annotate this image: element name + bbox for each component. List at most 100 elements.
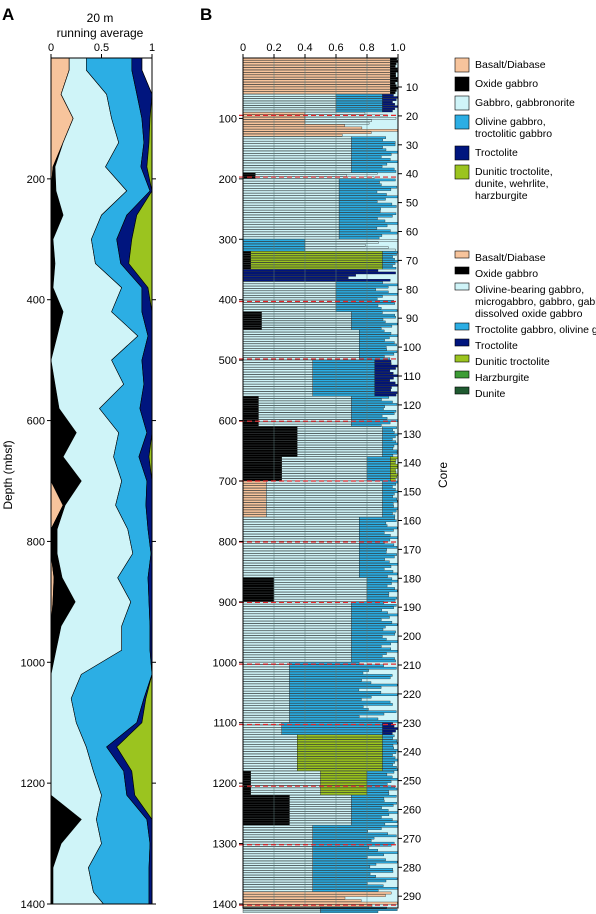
panel-b-bar-segment [242, 604, 352, 607]
panel-b-bar-segment [242, 703, 290, 706]
panel-b-bar-segment [242, 262, 251, 265]
legend-label: Gabbro, gabbronorite [475, 97, 575, 109]
panel-b-x-tick-label: 0.8 [359, 42, 374, 54]
legend-swatch-basalt [454, 57, 470, 73]
panel-b-bar-segment [366, 461, 391, 464]
panel-b-bar-segment [242, 587, 275, 590]
panel-b-bar-segment [242, 589, 275, 593]
panel-b-bar-segment [351, 623, 398, 626]
panel-b-bar-segment [242, 717, 290, 721]
panel-b-bar-segment [242, 251, 251, 254]
panel-b-bar-segment [242, 62, 391, 66]
panel-b-bar-segment [242, 327, 262, 330]
panel-b-bar-segment [242, 724, 282, 728]
panel-b-bar-segment [242, 526, 360, 530]
panel-b-bar-segment [242, 698, 290, 701]
panel-b-bar-segment [242, 650, 352, 653]
panel-b-bar-segment [273, 579, 368, 583]
panel-b-bar-segment [297, 447, 383, 450]
panel-b-bar-segment [297, 766, 383, 769]
panel-b-bar-segment [351, 424, 382, 427]
panel-b-bar-segment [289, 681, 372, 684]
panel-b-bar-segment [312, 388, 375, 392]
panel-b-core-tick-label: 10 [406, 82, 418, 94]
panel-b-bar-segment [335, 281, 383, 284]
panel-b-bar-segment [242, 720, 290, 723]
panel-b-bar-segment [312, 853, 384, 857]
panel-b-bar-segment [382, 428, 393, 432]
panel-b-bar-segment [242, 133, 343, 137]
panel-b-bar-segment [335, 105, 383, 108]
panel-b-bar-segment [281, 468, 368, 472]
panel-b-bar-segment [359, 560, 390, 564]
panel-b-bar-segment [242, 666, 290, 670]
panel-b-bar-segment [382, 264, 393, 268]
panel-b-bar-segment [242, 669, 290, 672]
panel-b-bar-segment [351, 650, 398, 653]
panel-b-bar-segment [242, 875, 313, 878]
panel-b-bar-segment [242, 555, 360, 559]
panel-b-bar-segment [242, 459, 282, 462]
panel-b-bar-segment [266, 505, 383, 508]
panel-b-bar-segment [242, 538, 360, 542]
panel-b-bar-segment [273, 582, 368, 585]
panel-b-bar-segment [242, 818, 290, 821]
panel-b-bar-segment [338, 205, 397, 208]
panel-b-bar-segment [335, 304, 379, 307]
panel-b-bar-segment [242, 608, 352, 612]
panel-b-bar-segment [312, 872, 371, 876]
panel-b-bar-segment [281, 478, 368, 481]
panel-b-bar-segment [242, 396, 259, 399]
panel-b-bar-segment [297, 761, 383, 764]
panel-b-bar-segment [366, 782, 388, 786]
panel-b-bar-segment [382, 500, 398, 503]
panel-b-bar-segment [351, 637, 387, 641]
panel-b-bar-segment [242, 388, 313, 392]
panel-b-bar-segment [382, 431, 395, 434]
panel-b-bar-segment [390, 91, 396, 95]
panel-b-bar-segment [242, 412, 259, 415]
panel-b-bar-segment [312, 374, 375, 377]
panel-b-bar-segment [382, 94, 394, 97]
panel-b-bar-segment [382, 454, 394, 457]
panel-b-bar-segment [297, 737, 383, 740]
panel-b-bar-segment [242, 454, 298, 457]
panel-b-bar-segment [242, 129, 398, 132]
panel-b-bar-segment [242, 181, 340, 184]
panel-b-bar-segment [382, 749, 398, 752]
panel-b-bar-segment [320, 787, 368, 791]
panel-b-bar-segment [320, 778, 368, 781]
panel-b-bar-segment [242, 770, 251, 774]
panel-b-bar-segment [281, 456, 368, 460]
panel-b-bar-segment [382, 490, 399, 493]
panel-b-bar-segment [351, 396, 389, 399]
panel-b-bar-segment [366, 773, 388, 776]
panel-b-bar-segment [351, 417, 388, 420]
panel-b-bar-segment [312, 837, 375, 840]
panel-b-bar-segment [281, 732, 383, 735]
panel-b-bar-segment [242, 693, 290, 696]
panel-b-bar-segment [242, 100, 337, 104]
panel-b-bar-segment [359, 336, 390, 340]
panel-b-core-tick-label: 30 [406, 140, 418, 152]
panel-b-core-tick-label: 210 [403, 660, 421, 672]
legend-label: dunite, wehrlite, [475, 178, 549, 190]
panel-b-bar-segment [366, 579, 399, 583]
panel-b-bar-segment [382, 732, 393, 735]
panel-b-core-tick-label: 110 [403, 371, 421, 383]
panel-b-bar-segment [242, 827, 313, 830]
panel-b-bar-segment [338, 185, 398, 189]
panel-b-bar-segment [242, 174, 256, 177]
panel-b-bar-segment [242, 727, 282, 730]
panel-b-bar-segment [390, 60, 399, 63]
legend-label: Troctolite gabbro, olivine gabbro [475, 324, 596, 336]
panel-b-bar-segment [242, 739, 298, 742]
panel-b-bar-segment [242, 212, 340, 215]
legend-label: harzburgite [475, 190, 528, 202]
panel-b-bar-segment [242, 355, 360, 358]
panel-b-bar-segment [366, 594, 389, 597]
panel-b-bar-segment [242, 188, 340, 191]
panel-b-bar-segment [351, 155, 382, 159]
panel-b-bar-segment [297, 449, 383, 453]
panel-b-y-tick-label: 300 [219, 234, 237, 246]
